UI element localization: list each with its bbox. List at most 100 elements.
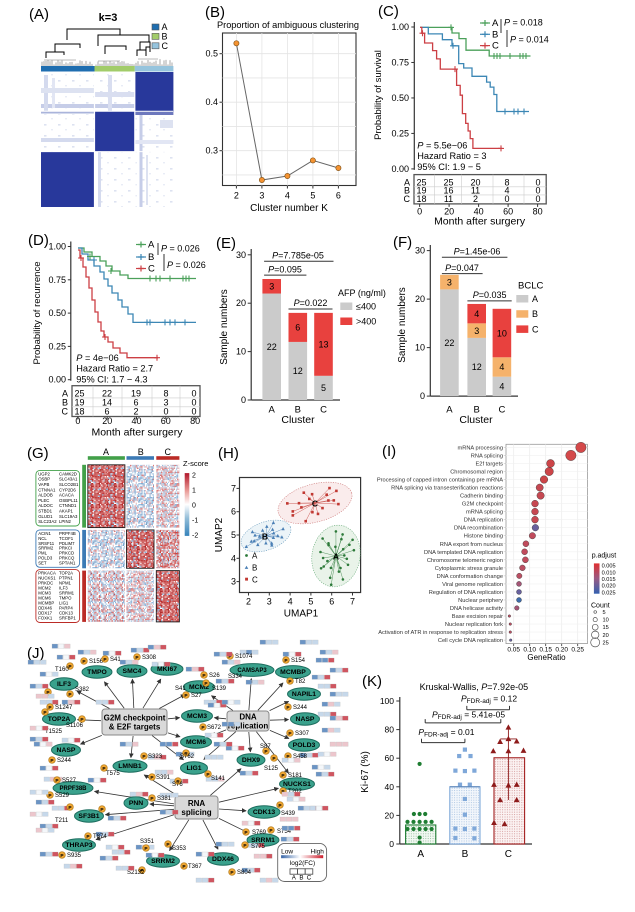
svg-text:0.25: 0.25 xyxy=(48,341,66,351)
svg-text:Processing of capped intron co: Processing of capped intron containing p… xyxy=(377,478,503,484)
svg-text:(K): (K) xyxy=(362,673,382,690)
svg-text:AFP (ng/ml): AFP (ng/ml) xyxy=(338,288,386,298)
svg-text:0.00: 0.00 xyxy=(391,164,409,174)
svg-text:3: 3 xyxy=(259,191,264,201)
svg-text:Z-score: Z-score xyxy=(183,459,208,468)
svg-text:20: 20 xyxy=(385,810,395,820)
svg-text:S154: S154 xyxy=(291,658,306,664)
svg-text:4: 4 xyxy=(474,309,479,319)
svg-text:80: 80 xyxy=(190,416,200,426)
svg-text:OSBPL11: OSBPL11 xyxy=(59,498,78,503)
svg-text:E2f targets: E2f targets xyxy=(475,461,503,467)
svg-text:100: 100 xyxy=(380,696,394,706)
svg-text:6: 6 xyxy=(231,507,236,517)
svg-text:20: 20 xyxy=(603,633,609,639)
svg-text:OSBP: OSBP xyxy=(38,477,50,482)
svg-text:p.adjust: p.adjust xyxy=(592,553,617,560)
svg-text:S353: S353 xyxy=(172,846,187,852)
svg-text:Sample numbers: Sample numbers xyxy=(397,287,408,363)
svg-text:B: B xyxy=(532,309,538,319)
svg-text:0.75: 0.75 xyxy=(48,275,66,285)
svg-text:ALDOC: ALDOC xyxy=(38,503,53,508)
svg-text:0: 0 xyxy=(241,395,246,405)
svg-text:MKI67: MKI67 xyxy=(157,666,177,673)
svg-text:B: B xyxy=(299,875,303,882)
svg-text:Probability of survival: Probability of survival xyxy=(373,50,384,140)
svg-text:DNA recombination: DNA recombination xyxy=(454,526,503,532)
svg-text:0.010: 0.010 xyxy=(602,570,616,576)
svg-text:1: 1 xyxy=(192,488,196,495)
svg-text:15: 15 xyxy=(603,625,609,631)
svg-text:Kruskal-Wallis, P=7.92e-05: Kruskal-Wallis, P=7.92e-05 xyxy=(420,682,528,692)
svg-text:6: 6 xyxy=(295,323,300,333)
svg-text:S1106: S1106 xyxy=(66,723,84,729)
svg-text:C: C xyxy=(532,324,539,334)
svg-text:T874: T874 xyxy=(93,834,107,840)
svg-text:ILF3: ILF3 xyxy=(57,681,71,688)
svg-text:UMAP2: UMAP2 xyxy=(214,517,225,552)
svg-text:C: C xyxy=(320,405,327,416)
svg-text:B: B xyxy=(262,532,268,542)
svg-text:-1: -1 xyxy=(192,517,198,524)
svg-text:C: C xyxy=(62,407,69,417)
svg-text:Low: Low xyxy=(281,849,293,856)
svg-text:CTNNA1: CTNNA1 xyxy=(38,487,56,492)
svg-text:A: A xyxy=(492,18,499,29)
svg-text:13: 13 xyxy=(318,340,328,350)
svg-text:P = 0.026: P = 0.026 xyxy=(167,260,206,270)
svg-text:30: 30 xyxy=(415,246,425,256)
svg-text:0.50: 0.50 xyxy=(391,93,409,103)
svg-text:MCMBP: MCMBP xyxy=(280,669,306,676)
svg-text:B: B xyxy=(492,29,498,40)
svg-text:4: 4 xyxy=(499,362,504,372)
svg-text:A: A xyxy=(269,405,276,416)
svg-text:C: C xyxy=(148,264,155,275)
svg-text:S672: S672 xyxy=(207,725,222,731)
svg-text:C: C xyxy=(165,447,172,457)
svg-text:LMNB1: LMNB1 xyxy=(118,763,142,770)
svg-text:SF3B1: SF3B1 xyxy=(78,813,99,820)
svg-text:T367: T367 xyxy=(188,864,202,870)
svg-text:C: C xyxy=(312,499,318,509)
svg-text:A: A xyxy=(333,552,339,562)
svg-text:0.020: 0.020 xyxy=(602,584,616,590)
svg-text:log2(FC): log2(FC) xyxy=(290,860,315,867)
svg-text:S323: S323 xyxy=(148,754,163,760)
svg-text:S351: S351 xyxy=(140,839,155,845)
svg-text:20: 20 xyxy=(236,298,246,308)
svg-text:A: A xyxy=(417,849,424,860)
svg-text:1.00: 1.00 xyxy=(391,22,409,32)
svg-text:5: 5 xyxy=(231,530,236,540)
svg-text:40: 40 xyxy=(131,416,141,426)
svg-text:VAPB: VAPB xyxy=(38,482,49,487)
svg-text:Base excision repair: Base excision repair xyxy=(452,614,503,620)
svg-text:95% CI: 1.7 − 4.3: 95% CI: 1.7 − 4.3 xyxy=(76,374,147,384)
svg-text:(B): (B) xyxy=(205,4,225,21)
svg-text:3: 3 xyxy=(269,281,274,291)
svg-text:TMPO: TMPO xyxy=(87,669,107,676)
svg-text:PNN: PNN xyxy=(129,800,143,807)
svg-text:S181: S181 xyxy=(288,773,303,779)
svg-text:A: A xyxy=(103,447,109,457)
svg-text:NAPIL1: NAPIL1 xyxy=(292,691,316,698)
svg-text:P=0.095: P=0.095 xyxy=(268,264,302,274)
svg-text:& E2F targets: & E2F targets xyxy=(109,723,161,732)
svg-text:P=7.785e-05: P=7.785e-05 xyxy=(272,251,324,261)
svg-text:S26: S26 xyxy=(209,673,220,679)
svg-text:P = 0.018: P = 0.018 xyxy=(504,18,543,28)
svg-text:6: 6 xyxy=(104,407,109,417)
svg-text:Sample numbers: Sample numbers xyxy=(219,289,230,365)
svg-text:0.025: 0.025 xyxy=(602,590,616,596)
svg-text:DNA replication: DNA replication xyxy=(464,518,503,524)
svg-text:3: 3 xyxy=(267,597,272,607)
svg-text:RNA splicing: RNA splicing xyxy=(471,453,503,459)
svg-text:Proportion of ambiguous cluste: Proportion of ambiguous clustering xyxy=(217,20,359,30)
svg-text:A: A xyxy=(252,552,258,561)
svg-text:S769: S769 xyxy=(252,830,267,836)
svg-text:splicing: splicing xyxy=(181,808,211,817)
svg-text:S308: S308 xyxy=(142,655,157,661)
svg-text:80: 80 xyxy=(533,207,543,217)
svg-text:P=0.022: P=0.022 xyxy=(294,298,328,308)
svg-text:Chromosomal region: Chromosomal region xyxy=(450,469,503,475)
svg-text:(J): (J) xyxy=(27,645,45,662)
